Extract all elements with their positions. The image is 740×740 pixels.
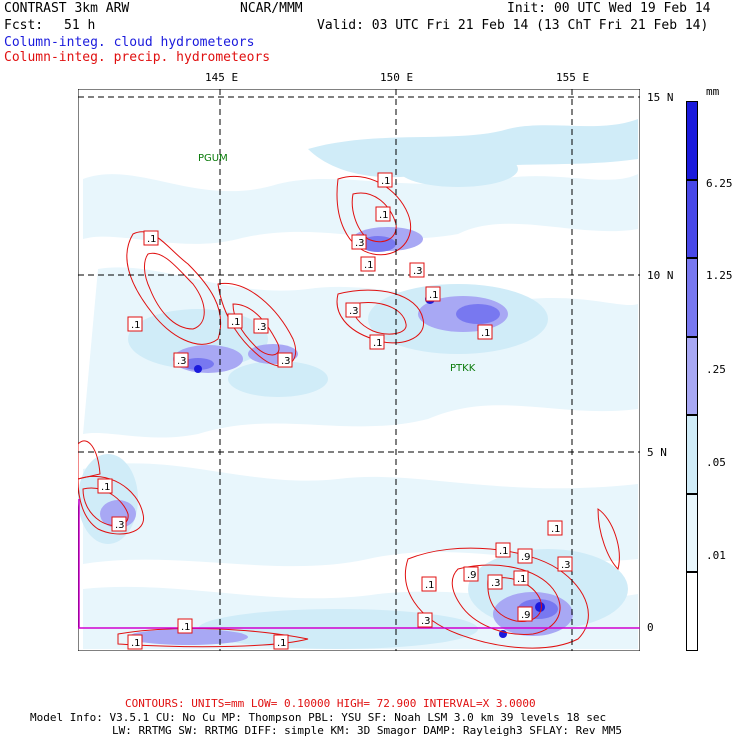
colorbar-level-0-05: .05 [706,456,726,469]
contour-label: .3 [111,516,127,532]
contour-label: .3 [417,612,433,628]
lon-label-155: 155 E [556,71,590,84]
contour-label: .1 [547,520,563,536]
model-title: CONTRAST 3km ARW [4,1,130,16]
forecast-label: Fcst: [4,18,44,33]
lat-label-10n: 10 N [647,269,674,282]
contour-label: .1 [425,286,441,302]
svg-text:.3: .3 [349,306,359,317]
contour-label: .3 [173,352,189,368]
station-pgum: PGUM [198,153,228,164]
graticule [78,89,640,651]
contour-label: .1 [369,334,385,350]
svg-text:.3: .3 [257,322,267,333]
field-precip-label: Column-integ. precip. hydrometeors [4,50,271,65]
svg-text:.1: .1 [364,260,374,271]
colorbar [686,101,698,651]
contour-label: .3 [277,352,293,368]
svg-text:.1: .1 [277,638,287,649]
lat-label-eq: 0 [647,621,654,634]
svg-text:.9: .9 [521,552,531,563]
contour-label-group: .1 .1 .3 .1 .3 .3 .1 .1 .3 .1 .3 .1 .3 .1 .1 .1 .3 .1 .1 .9… [97,172,573,650]
svg-text:.1: .1 [499,546,509,557]
svg-text:.1: .1 [101,482,111,493]
contour-label: .3 [351,234,367,250]
svg-text:.9: .9 [521,610,531,621]
contour-label: .1 [377,172,393,188]
contour-label: .9 [517,606,533,622]
contour-label: .1 [375,206,391,222]
valid-time: Valid: 03 UTC Fri 21 Feb 14 (13 ChT Fri … [317,18,709,33]
svg-text:.1: .1 [131,638,141,649]
contour-label: .3 [557,556,573,572]
colorbar-unit: mm [706,85,720,98]
svg-text:.1: .1 [147,234,157,245]
svg-text:.3: .3 [491,578,501,589]
init-time: Init: 00 UTC Wed 19 Feb 14 [507,1,711,16]
contour-label: .1 [421,576,437,592]
contour-label: .1 [143,230,159,246]
field-cloud-label: Column-integ. cloud hydrometeors [4,35,255,50]
colorbar-segment [686,101,698,180]
svg-text:.3: .3 [177,356,187,367]
contours-info: CONTOURS: UNITS=mm LOW= 0.10000 HIGH= 72… [125,697,536,710]
svg-text:.3: .3 [561,560,571,571]
svg-text:.1: .1 [181,622,191,633]
lon-label-150: 150 E [380,71,414,84]
svg-text:.1: .1 [517,574,527,585]
colorbar-level-6-25: 6.25 [706,177,733,190]
svg-text:.1: .1 [551,524,561,535]
contour-label: .1 [477,324,493,340]
map-panel: .1 .1 .3 .1 .3 .3 .1 .1 .3 .1 .3 .1 .3 .1 .1 .1 .3 .1 .1 .9… [78,89,640,651]
contour-label: .1 [495,542,511,558]
colorbar-segment [686,179,698,259]
svg-text:.3: .3 [115,520,125,531]
colorbar-segment [686,493,698,573]
lat-label-5n: 5 N [647,446,667,459]
svg-text:.3: .3 [413,266,423,277]
contour-label: .9 [517,548,533,564]
svg-text:.1: .1 [429,290,439,301]
cloud-hydrometeor-fill [78,119,638,649]
svg-text:.9: .9 [467,570,477,581]
colorbar-segment [686,572,698,651]
svg-text:.1: .1 [379,210,389,221]
forecast-hour: 51 h [64,18,96,33]
colorbar-segment [686,336,698,416]
colorbar-segment [686,258,698,337]
svg-text:.1: .1 [131,320,141,331]
svg-text:.3: .3 [421,616,431,627]
colorbar-level-1-25: 1.25 [706,269,733,282]
model-info-line1: Model Info: V3.5.1 CU: No Cu MP: Thompso… [30,711,607,724]
contour-label: .9 [463,566,479,582]
contour-label: .1 [97,478,113,494]
svg-text:.1: .1 [425,580,435,591]
contour-label: .1 [227,313,243,329]
svg-text:.3: .3 [355,238,365,249]
lat-label-15n: 15 N [647,91,674,104]
svg-text:.3: .3 [281,356,291,367]
contour-label: .1 [513,570,529,586]
contour-label: .3 [253,318,269,334]
svg-text:.1: .1 [481,328,491,339]
svg-text:.1: .1 [373,338,383,349]
lon-label-145: 145 E [205,71,239,84]
colorbar-segment [686,415,698,494]
contour-label: .1 [360,256,376,272]
svg-text:.1: .1 [231,317,241,328]
svg-text:.1: .1 [381,176,391,187]
contour-label: .3 [345,302,361,318]
contour-label: .3 [409,262,425,278]
contour-label: .1 [127,634,143,650]
colorbar-level-0-01: .01 [706,549,726,562]
contour-label: .1 [127,316,143,332]
org-label: NCAR/MMM [240,1,303,16]
contour-label: .1 [273,634,289,650]
model-info-line2: LW: RRTMG SW: RRTMG DIFF: simple KM: 3D … [112,724,622,737]
contour-label: .3 [487,574,503,590]
station-ptkk: PTKK [450,363,476,374]
colorbar-level-0-25: .25 [706,363,726,376]
contour-label: .1 [177,618,193,634]
